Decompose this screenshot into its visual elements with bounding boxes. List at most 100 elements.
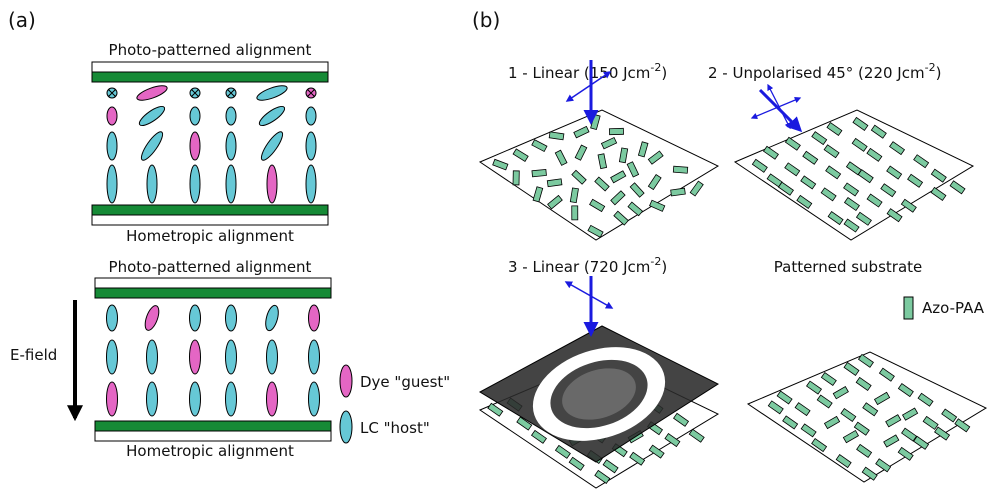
azo-paa-molecule (554, 149, 568, 166)
azo-paa-molecule (629, 451, 646, 466)
lc-molecule (189, 381, 201, 417)
azo-paa-molecule (823, 415, 841, 430)
azo-paa-molecule (574, 144, 588, 161)
azo-paa-molecule (840, 407, 857, 423)
azo-paa-molecule (862, 402, 879, 417)
azo-paa-molecule (776, 390, 793, 405)
azo-paa-molecule (857, 169, 874, 184)
lc-molecule (140, 131, 164, 161)
lc-molecule (106, 381, 118, 417)
azo-paa-molecule (835, 454, 852, 469)
lc-molecule (225, 106, 237, 126)
azo-paa-molecule (880, 183, 897, 198)
azo-paa-molecule (602, 459, 619, 474)
lc-molecule (189, 304, 201, 332)
azo-paa-molecule (573, 125, 590, 139)
azo-paa-molecule (866, 193, 883, 208)
azo-paa-molecule (878, 367, 895, 382)
bottom-cell-lower-alignment-layer (94, 420, 332, 432)
azo-paa-molecule (587, 224, 604, 238)
lc-molecule (138, 105, 166, 127)
azo-paa-molecule (917, 392, 934, 407)
azo-paa-molecule (954, 418, 971, 433)
lc-molecule (305, 131, 317, 161)
azo-paa-molecule (627, 201, 644, 217)
azo-paa-molecule (531, 139, 548, 153)
bottom-cell-molecules (106, 304, 320, 417)
azo-paa-molecule (568, 456, 585, 471)
lc-molecule (305, 164, 317, 204)
azo-paa-molecule (571, 169, 587, 185)
azo-paa-molecule (843, 218, 860, 233)
lc-molecule (106, 339, 118, 375)
lc-molecule (106, 131, 118, 161)
lc-molecule (189, 106, 201, 126)
top-cell-lower-alignment-layer (91, 204, 329, 216)
legend-dye-label: Dye "guest" (360, 373, 450, 391)
top-cell-bottom-label: Hometropic alignment (126, 227, 294, 245)
azo-paa-molecule (866, 147, 883, 162)
step2-label: 2 - Unpolarised 45° (220 Jcm-2) (708, 61, 941, 82)
panel-b-label: (b) (472, 8, 500, 32)
azo-paa-molecule (913, 154, 930, 169)
azo-paa-molecule (816, 394, 833, 409)
azo-paa-molecule (897, 383, 914, 398)
lc-molecule (225, 339, 237, 375)
lc-molecule (308, 304, 320, 332)
azo-paa-molecule (934, 426, 951, 441)
azo-paa-molecule (532, 186, 544, 203)
legend-dye-swatch (339, 364, 353, 398)
azo-paa-molecule (648, 444, 665, 459)
azo-paa-molecule (857, 353, 874, 368)
step3-label: 3 - Linear (720 Jcm-2) (508, 255, 667, 276)
bottom-cell-bottom-label: Hometropic alignment (126, 442, 294, 460)
azo-paa-molecule (802, 150, 819, 165)
azo-paa-molecule (610, 190, 626, 206)
azo-paa-molecule (512, 170, 520, 186)
azo-paa-molecule (688, 428, 705, 443)
lc-molecule (308, 381, 320, 417)
azo-paa-molecule (930, 186, 947, 201)
lc-molecule (144, 305, 160, 331)
azo-paa-molecule (855, 211, 872, 226)
panel-a-label: (a) (8, 8, 36, 32)
azo-paa-molecule (826, 121, 843, 137)
light-arrow-2 (750, 83, 803, 133)
lc-molecule (106, 304, 118, 332)
lc-molecule (106, 164, 118, 204)
azo-paa-molecule (569, 187, 579, 204)
azo-paa-molecule (861, 466, 878, 481)
azo-paa-molecule (885, 414, 902, 428)
azo-paa-molecule (613, 210, 629, 226)
azo-paa-molecule (873, 391, 891, 406)
azo-paa-molecule (689, 180, 704, 197)
azo-paa-molecule (597, 153, 608, 170)
azo-paa-molecule (806, 380, 823, 395)
azo-paa-molecule (649, 199, 666, 212)
lc-molecule (189, 164, 201, 204)
lc-molecule (225, 304, 237, 332)
photomask (478, 325, 720, 463)
azo-paa-molecule (571, 205, 579, 221)
azo-paa-molecule (843, 182, 860, 197)
azo-paa-molecule (512, 148, 529, 162)
azo-paa-molecule (487, 402, 504, 417)
azo-paa-molecule (843, 361, 860, 376)
azo-paa-molecule (547, 194, 563, 210)
azo-paa-molecule (672, 165, 689, 174)
lc-molecule (258, 105, 286, 127)
lc-molecule (260, 131, 284, 161)
azo-paa-molecule (855, 376, 872, 391)
lc-molecule (308, 339, 320, 375)
azo-paa-molecule (751, 158, 768, 173)
azo-paa-molecule (516, 416, 533, 431)
lc-molecule (146, 339, 158, 375)
legend-azo-label: Azo-PAA (922, 299, 985, 317)
light-arrow-1 (565, 60, 612, 125)
patterned-substrate-molecules (767, 353, 971, 481)
azo-paa-molecule (820, 187, 837, 202)
azo-paa-molecule (832, 386, 849, 400)
substrate-2-molecules (751, 116, 966, 233)
legend-lc-label: LC "host" (360, 419, 430, 437)
